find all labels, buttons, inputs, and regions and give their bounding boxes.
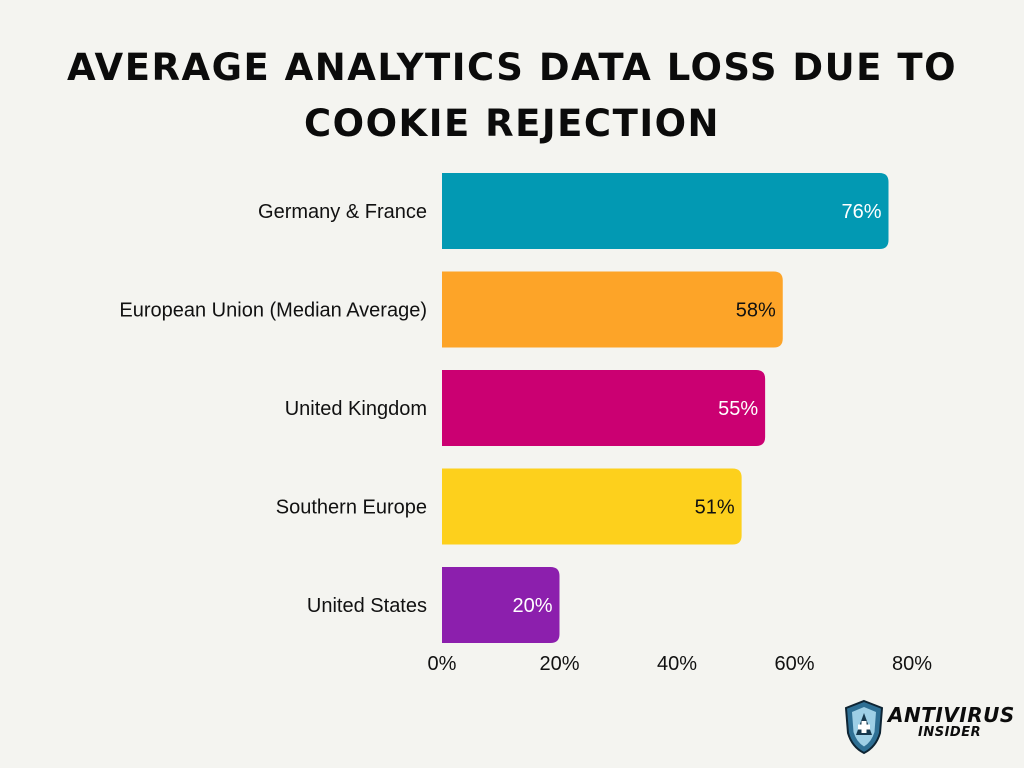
- shield-icon: [844, 699, 884, 755]
- data-label: 20%: [512, 595, 552, 617]
- category-label: Germany & France: [258, 201, 427, 223]
- bar-3: [442, 468, 742, 545]
- bar-0: [442, 173, 889, 249]
- antivirus-insider-logo: ANTIVIRUS INSIDER: [842, 697, 1014, 757]
- category-label: United States: [307, 595, 427, 617]
- bar-4: [442, 567, 560, 643]
- bar-1: [442, 271, 783, 348]
- logo-subtitle: INSIDER: [918, 725, 982, 740]
- x-tick-label: 60%: [774, 653, 814, 675]
- x-tick-label: 80%: [892, 653, 932, 675]
- logo-name: ANTIVIRUS: [888, 703, 1015, 727]
- category-label: United Kingdom: [285, 398, 427, 420]
- bar-2: [442, 370, 766, 446]
- x-tick-label: 0%: [428, 653, 457, 675]
- chart-title: AVERAGE ANALYTICS DATA LOSS DUE TO COOKI…: [66, 46, 958, 145]
- category-label: Southern Europe: [276, 497, 427, 519]
- data-label: 55%: [718, 398, 758, 420]
- x-tick-label: 20%: [539, 653, 579, 675]
- data-label: 58%: [736, 300, 776, 322]
- data-label: 51%: [695, 497, 735, 519]
- data-label: 76%: [841, 201, 881, 223]
- x-tick-label: 40%: [657, 653, 697, 675]
- category-label: European Union (Median Average): [119, 300, 427, 322]
